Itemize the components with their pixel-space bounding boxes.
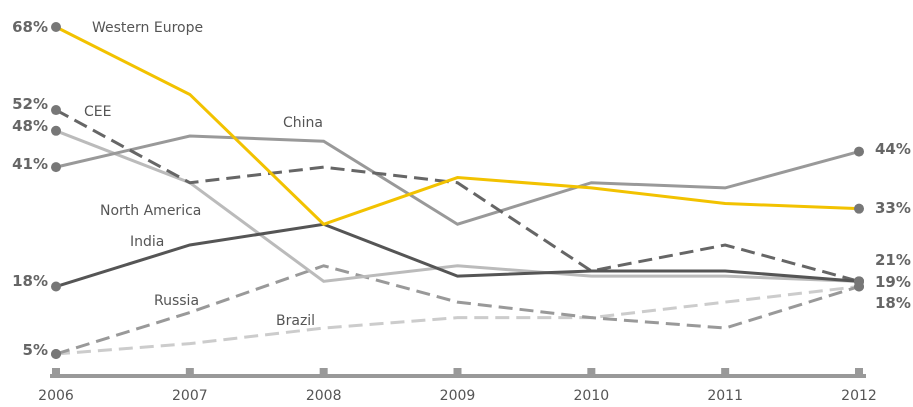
end-value-western-europe: 33% <box>875 199 911 217</box>
x-tick-2008 <box>319 368 328 378</box>
start-point-western-europe <box>51 22 61 32</box>
series-name-china: China <box>283 115 323 131</box>
end-value-russia: 18% <box>875 294 911 312</box>
series-lines <box>51 22 864 359</box>
series-name-western-europe: Western Europe <box>92 20 203 36</box>
start-point-north-america <box>51 125 61 136</box>
series-name-brazil: Brazil <box>276 313 315 329</box>
start-value-russia: 5% <box>23 341 48 359</box>
series-name-cee: CEE <box>84 104 111 120</box>
x-tick-label-2012: 2012 <box>841 388 877 404</box>
x-axis: 2006 2007 2008 2009 2010 2011 2012 <box>38 368 877 404</box>
start-value-india: 18% <box>12 272 48 290</box>
x-tick-label-2009: 2009 <box>440 388 476 404</box>
x-tick-label-2006: 2006 <box>38 388 74 404</box>
x-tick-2011 <box>721 368 730 378</box>
end-point-brazil <box>854 281 864 292</box>
end-value-india: 19% <box>875 273 911 291</box>
x-tick-label-2011: 2011 <box>707 388 743 404</box>
x-tick-label-2007: 2007 <box>172 388 208 404</box>
series-name-north-america: North America <box>100 203 201 219</box>
start-value-cee: 52% <box>12 95 48 113</box>
series-line-cee <box>55 108 860 283</box>
start-value-western-europe: 68% <box>12 18 48 36</box>
start-point-india <box>51 281 61 292</box>
start-point-cee <box>51 105 61 116</box>
start-point-china <box>51 162 61 173</box>
series-line-russia <box>55 264 860 356</box>
start-value-china: 41% <box>12 155 48 173</box>
series-line-china <box>55 134 860 226</box>
x-tick-2010 <box>587 368 596 378</box>
series-name-india: India <box>130 234 164 250</box>
x-tick-2009 <box>453 368 462 378</box>
series-name-russia: Russia <box>154 293 199 309</box>
x-tick-2007 <box>185 368 194 378</box>
end-value-china: 44% <box>875 140 911 158</box>
series-labels: Western Europe 68% 33% CEE 52% 21% China 41% 44%… <box>12 18 911 359</box>
x-tick-label-2010: 2010 <box>574 388 610 404</box>
series-line-western-europe <box>55 25 860 226</box>
x-tick-label-2008: 2008 <box>306 388 342 404</box>
start-point-brazil <box>51 349 61 359</box>
end-point-china <box>854 146 864 157</box>
end-value-cee: 21% <box>875 251 911 269</box>
x-tick-2012 <box>855 368 863 378</box>
start-value-north-america: 48% <box>12 117 48 135</box>
series-line-india <box>55 222 860 288</box>
end-point-western-europe <box>854 203 864 214</box>
series-line-brazil <box>55 285 860 356</box>
x-tick-2006 <box>52 368 60 378</box>
